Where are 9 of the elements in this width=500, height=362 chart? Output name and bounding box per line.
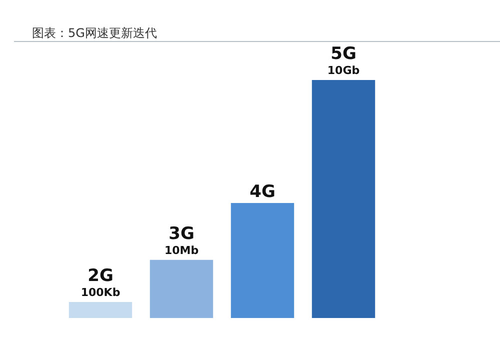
x-tick-label: 3G 10Mb [164,224,199,257]
bar [150,260,214,318]
x-tick-label: 2G 100Kb [80,266,120,300]
bar [312,80,376,318]
bar [68,302,132,318]
x-tick-label: 5G 10Gb [327,44,360,77]
x-tick-label: 4G [250,182,276,202]
chart-title: 图表：5G网速更新迭代 [32,25,157,42]
bar [230,203,294,318]
